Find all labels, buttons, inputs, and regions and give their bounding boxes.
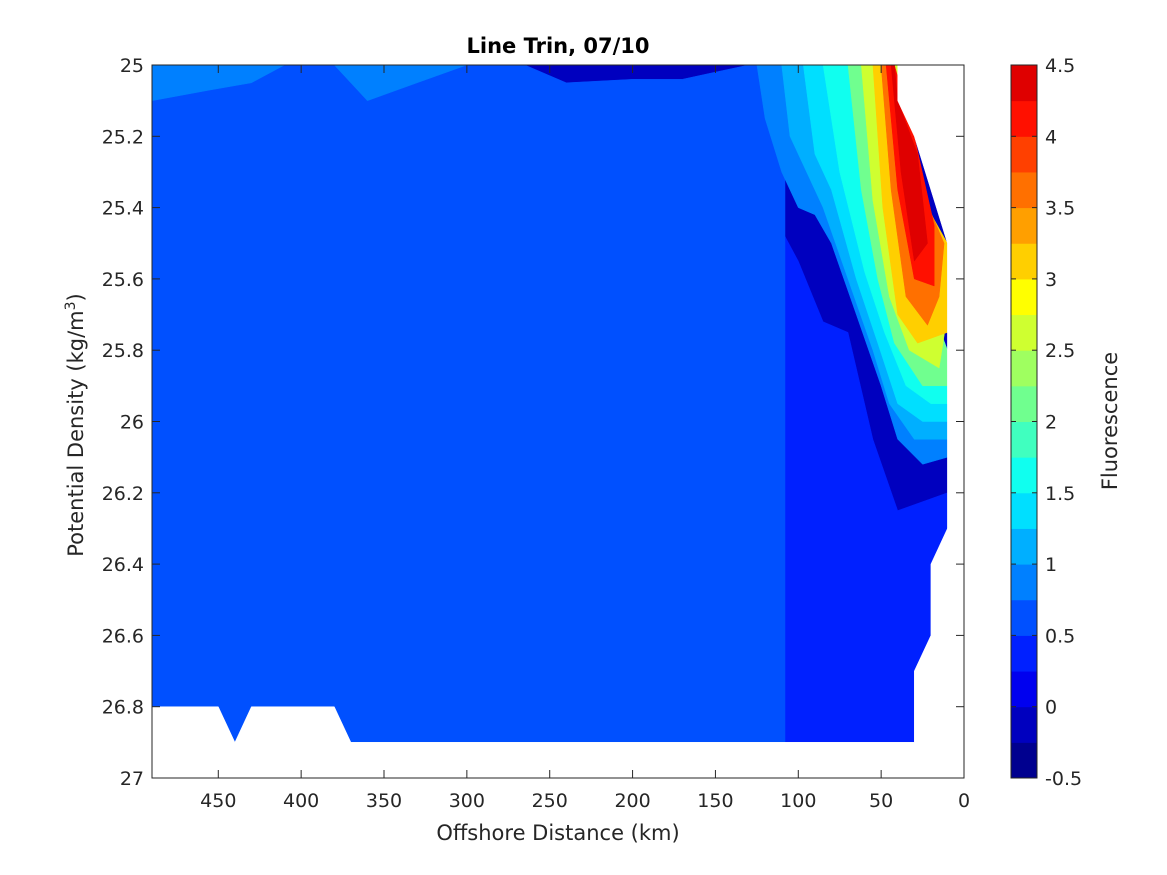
colorbar-segment	[1011, 385, 1037, 422]
x-tick-label: 450	[200, 790, 236, 812]
x-tick-label: 0	[958, 790, 970, 812]
y-tick-label: 25.8	[102, 340, 144, 362]
colorbar-segment	[1011, 243, 1037, 280]
x-tick-label: 50	[869, 790, 893, 812]
colorbar-segment	[1011, 421, 1037, 458]
colorbar-segment	[1011, 492, 1037, 529]
y-tick-label: 26.6	[102, 625, 144, 647]
colorbar-segment	[1011, 564, 1037, 601]
colorbar-segment	[1011, 671, 1037, 708]
colorbar-label: Fluorescence	[1098, 352, 1122, 490]
y-tick-label: 27	[120, 768, 144, 790]
colorbar-segment	[1011, 742, 1037, 779]
y-axis-label-superscript: 3	[63, 301, 79, 310]
colorbar-segment	[1011, 136, 1037, 173]
colorbar-segment	[1011, 706, 1037, 743]
colorbar-tick-label: 1	[1045, 554, 1057, 576]
x-axis-label: Offshore Distance (km)	[436, 821, 679, 845]
contour-fill-level-0_5	[152, 65, 786, 778]
x-tick-label: 100	[780, 790, 816, 812]
colorbar-tick-label: 4.5	[1045, 55, 1075, 77]
colorbar-tick-label: 0	[1045, 697, 1057, 719]
colorbar-tick-label: -0.5	[1045, 768, 1082, 790]
contour-fill-level-4_25	[890, 65, 928, 262]
colorbar-segment	[1011, 171, 1037, 209]
y-tick-label: 26	[120, 412, 144, 434]
chart-title: Line Trin, 07/10	[466, 34, 649, 58]
colorbar-segment	[1011, 100, 1037, 137]
y-tick-label: 25.2	[102, 126, 144, 148]
no-data-region	[152, 528, 964, 778]
x-tick-label: 150	[697, 790, 733, 812]
plot-area	[152, 65, 964, 778]
colorbar-segment	[1011, 207, 1037, 244]
colorbar-tick-label: 2.5	[1045, 340, 1075, 362]
colorbar-segment	[1011, 65, 1037, 102]
colorbar-segment	[1011, 635, 1037, 672]
colorbar-tick-label: 4	[1045, 126, 1057, 148]
y-axis-label: Potential Density (kg/m3)	[63, 293, 88, 557]
y-axis: 25 25.2 25.4 25.6 25.8 26 26.2 26.4 26.6 26.8 27	[102, 55, 964, 790]
colorbar-tick-label: 3.5	[1045, 198, 1075, 220]
colorbar-tick-label: 1.5	[1045, 483, 1075, 505]
x-tick-label: 400	[283, 790, 319, 812]
y-tick-label: 25	[120, 55, 144, 77]
colorbar-segment	[1011, 457, 1037, 494]
y-tick-label: 26.2	[102, 483, 144, 505]
y-tick-label: 26.8	[102, 697, 144, 719]
colorbar-segment	[1011, 528, 1037, 565]
y-axis-label-main: Potential Density (kg/m	[64, 310, 88, 556]
colorbar-tick-label: 0.5	[1045, 625, 1075, 647]
y-tick-label: 25.4	[102, 198, 144, 220]
x-tick-label: 300	[449, 790, 485, 812]
y-tick-label: 25.6	[102, 269, 144, 291]
x-tick-label: 250	[532, 790, 568, 812]
contour-fill-level-0_75	[152, 65, 467, 101]
colorbar	[1011, 65, 1037, 779]
x-tick-label: 350	[366, 790, 402, 812]
colorbar-tick-label: 3	[1045, 269, 1057, 291]
y-axis-label-close: )	[64, 293, 88, 301]
colorbar-segment	[1011, 278, 1037, 316]
colorbar-ticks: -0.5 0 0.5 1 1.5 2 2.5 3 3.5 4 4.5	[1011, 55, 1082, 790]
x-tick-label: 200	[614, 790, 650, 812]
colorbar-segment	[1011, 599, 1037, 636]
colorbar-segment	[1011, 350, 1037, 387]
colorbar-tick-label: 2	[1045, 412, 1057, 434]
y-tick-label: 26.4	[102, 554, 144, 576]
colorbar-segment	[1011, 314, 1037, 351]
x-axis: 450 400 350 300 250 200 150 100 50 0	[200, 65, 970, 812]
no-data-region	[947, 243, 964, 529]
